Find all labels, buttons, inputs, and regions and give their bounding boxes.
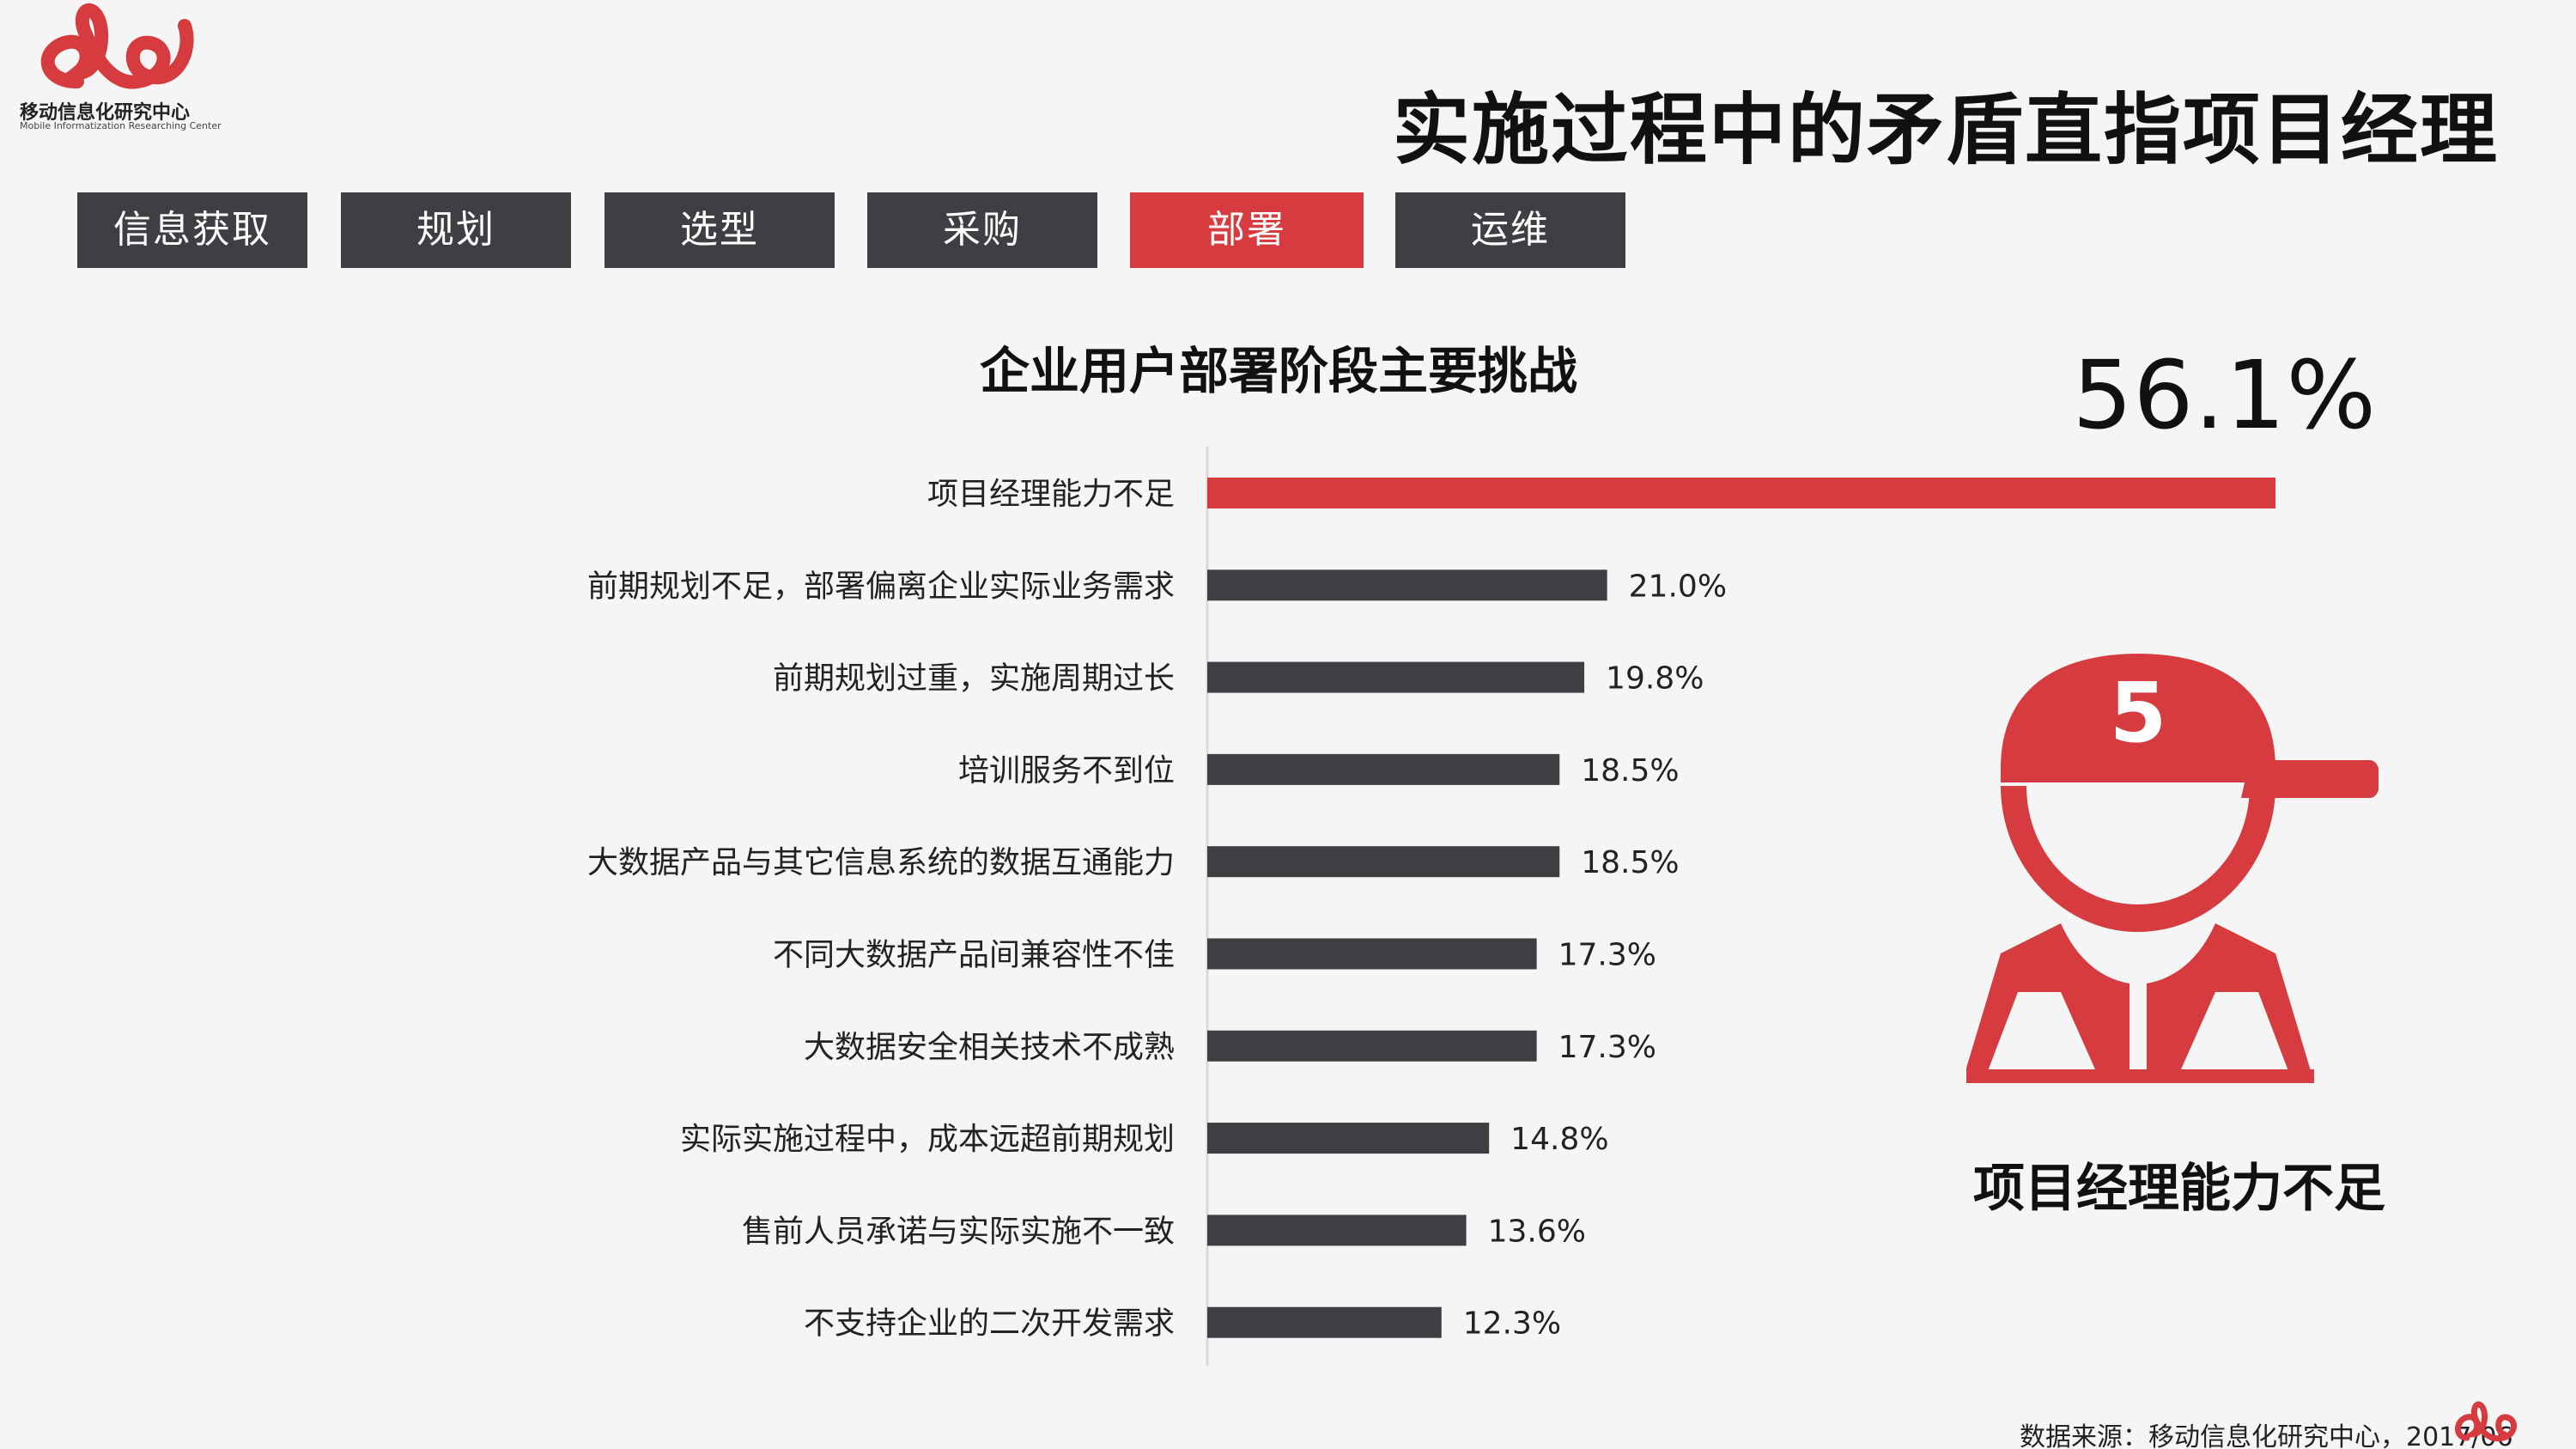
- category-label: 大数据安全相关技术不成熟: [804, 1030, 1175, 1065]
- tab-info-gathering[interactable]: 信息获取: [77, 192, 307, 268]
- bar: [1207, 661, 1585, 693]
- data-source: 数据来源：移动信息化研究中心，2017/06: [2020, 1422, 2513, 1449]
- category-label: 培训服务不到位: [958, 753, 1175, 788]
- category-label: 实际实施过程中，成本远超前期规划: [680, 1122, 1175, 1157]
- category-label: 前期规划过重，实施周期过长: [773, 661, 1175, 697]
- bar: [1207, 938, 1537, 970]
- brand-logo-icon: [40, 3, 194, 89]
- value-label: 21.0%: [1629, 569, 1727, 604]
- corner-brand-icon: [2455, 1401, 2517, 1442]
- tab-procurement[interactable]: 采购: [867, 192, 1097, 268]
- value-label: 18.5%: [1581, 845, 1679, 880]
- bar: [1207, 569, 1607, 601]
- highlight-label: 项目经理能力不足: [1973, 1159, 2385, 1219]
- bar: [1207, 1030, 1537, 1062]
- value-label: 12.3%: [1463, 1306, 1561, 1342]
- category-label: 不同大数据产品间兼容性不佳: [773, 938, 1175, 973]
- highlight-value: 56.1%: [2072, 340, 2377, 450]
- value-label: 14.8%: [1510, 1122, 1608, 1157]
- project-manager-icon: 5: [1966, 654, 2379, 1083]
- bar: [1207, 1306, 1442, 1338]
- category-label: 大数据产品与其它信息系统的数据互通能力: [587, 845, 1175, 880]
- tab-deployment[interactable]: 部署: [1130, 192, 1364, 268]
- bar: [1207, 846, 1560, 878]
- value-label: 13.6%: [1488, 1214, 1586, 1249]
- bar-highlight: [1207, 478, 2275, 508]
- category-label: 不支持企业的二次开发需求: [804, 1306, 1175, 1342]
- tab-selection[interactable]: 选型: [605, 192, 835, 268]
- category-label: 项目经理能力不足: [927, 477, 1175, 512]
- value-label: 18.5%: [1581, 753, 1679, 788]
- category-label: 售前人员承诺与实际实施不一致: [742, 1214, 1175, 1249]
- value-label: 17.3%: [1558, 938, 1656, 973]
- page-title: 实施过程中的矛盾直指项目经理: [1393, 85, 2499, 175]
- bar: [1207, 753, 1560, 785]
- chart-title: 企业用户部署阶段主要挑战: [980, 342, 1578, 400]
- brand-name: 移动信息化研究中心: [20, 102, 191, 124]
- category-label: 前期规划不足，部署偏离企业实际业务需求: [587, 569, 1175, 604]
- bar: [1207, 1123, 1490, 1154]
- value-label: 17.3%: [1558, 1030, 1656, 1065]
- tab-operations[interactable]: 运维: [1395, 192, 1625, 268]
- tab-planning[interactable]: 规划: [341, 192, 571, 268]
- brand-logo: 移动信息化研究中心 Mobile Informatization Researc…: [17, 0, 222, 137]
- stage-tabs: 信息获取 规划 选型 采购 部署 运维: [77, 192, 1674, 268]
- brand-subtitle: Mobile Informatization Researching Cente…: [20, 120, 222, 131]
- value-label: 19.8%: [1606, 661, 1704, 697]
- bar: [1207, 1215, 1467, 1246]
- badge-number: 5: [2110, 665, 2167, 761]
